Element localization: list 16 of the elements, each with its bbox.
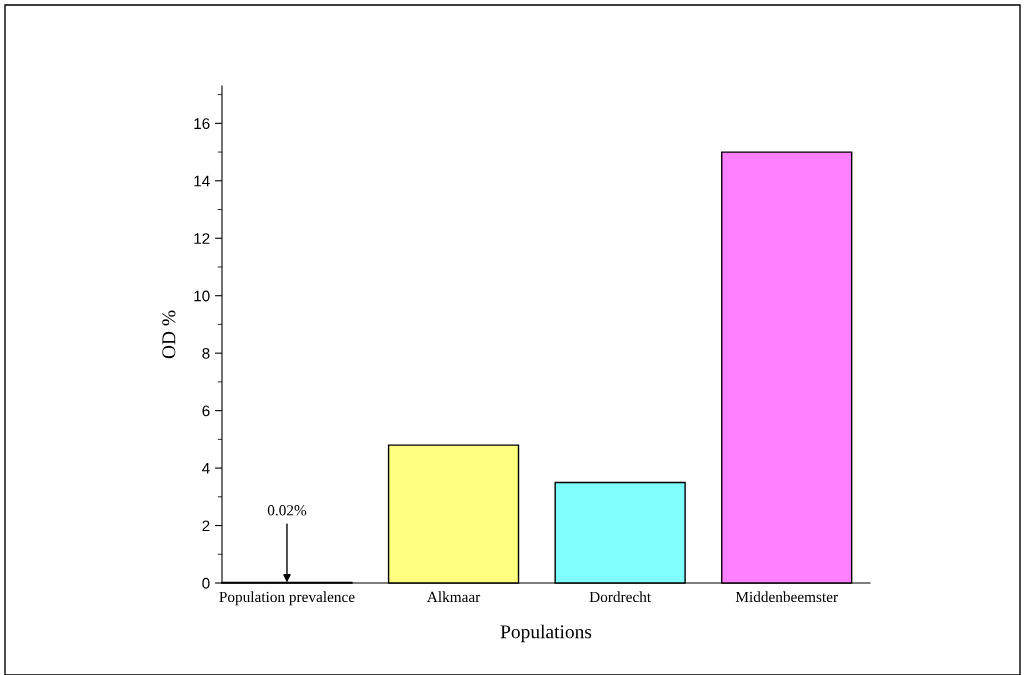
y-tick-label: 12 xyxy=(194,233,210,244)
x-axis-title: Populations xyxy=(500,624,592,643)
y-tick-label: 8 xyxy=(202,348,210,359)
x-tick-label: Dordrecht xyxy=(589,591,652,603)
y-tick-label: 0 xyxy=(202,577,210,589)
y-tick-label: 16 xyxy=(194,118,210,130)
y-tick-label: 6 xyxy=(202,405,210,417)
y-tick-label: 14 xyxy=(194,175,210,187)
x-tick-label: Population prevalence xyxy=(219,591,355,606)
x-tick-label: Middenbeemster xyxy=(735,591,838,603)
y-tick-label: 2 xyxy=(202,520,210,532)
x-tick-label: Alkmaar xyxy=(426,591,481,603)
annotation: 0.02% xyxy=(267,505,307,516)
y-axis-title: OD % xyxy=(162,310,176,359)
y-tick-label: 4 xyxy=(202,463,210,474)
y-tick-label: 10 xyxy=(194,290,210,302)
